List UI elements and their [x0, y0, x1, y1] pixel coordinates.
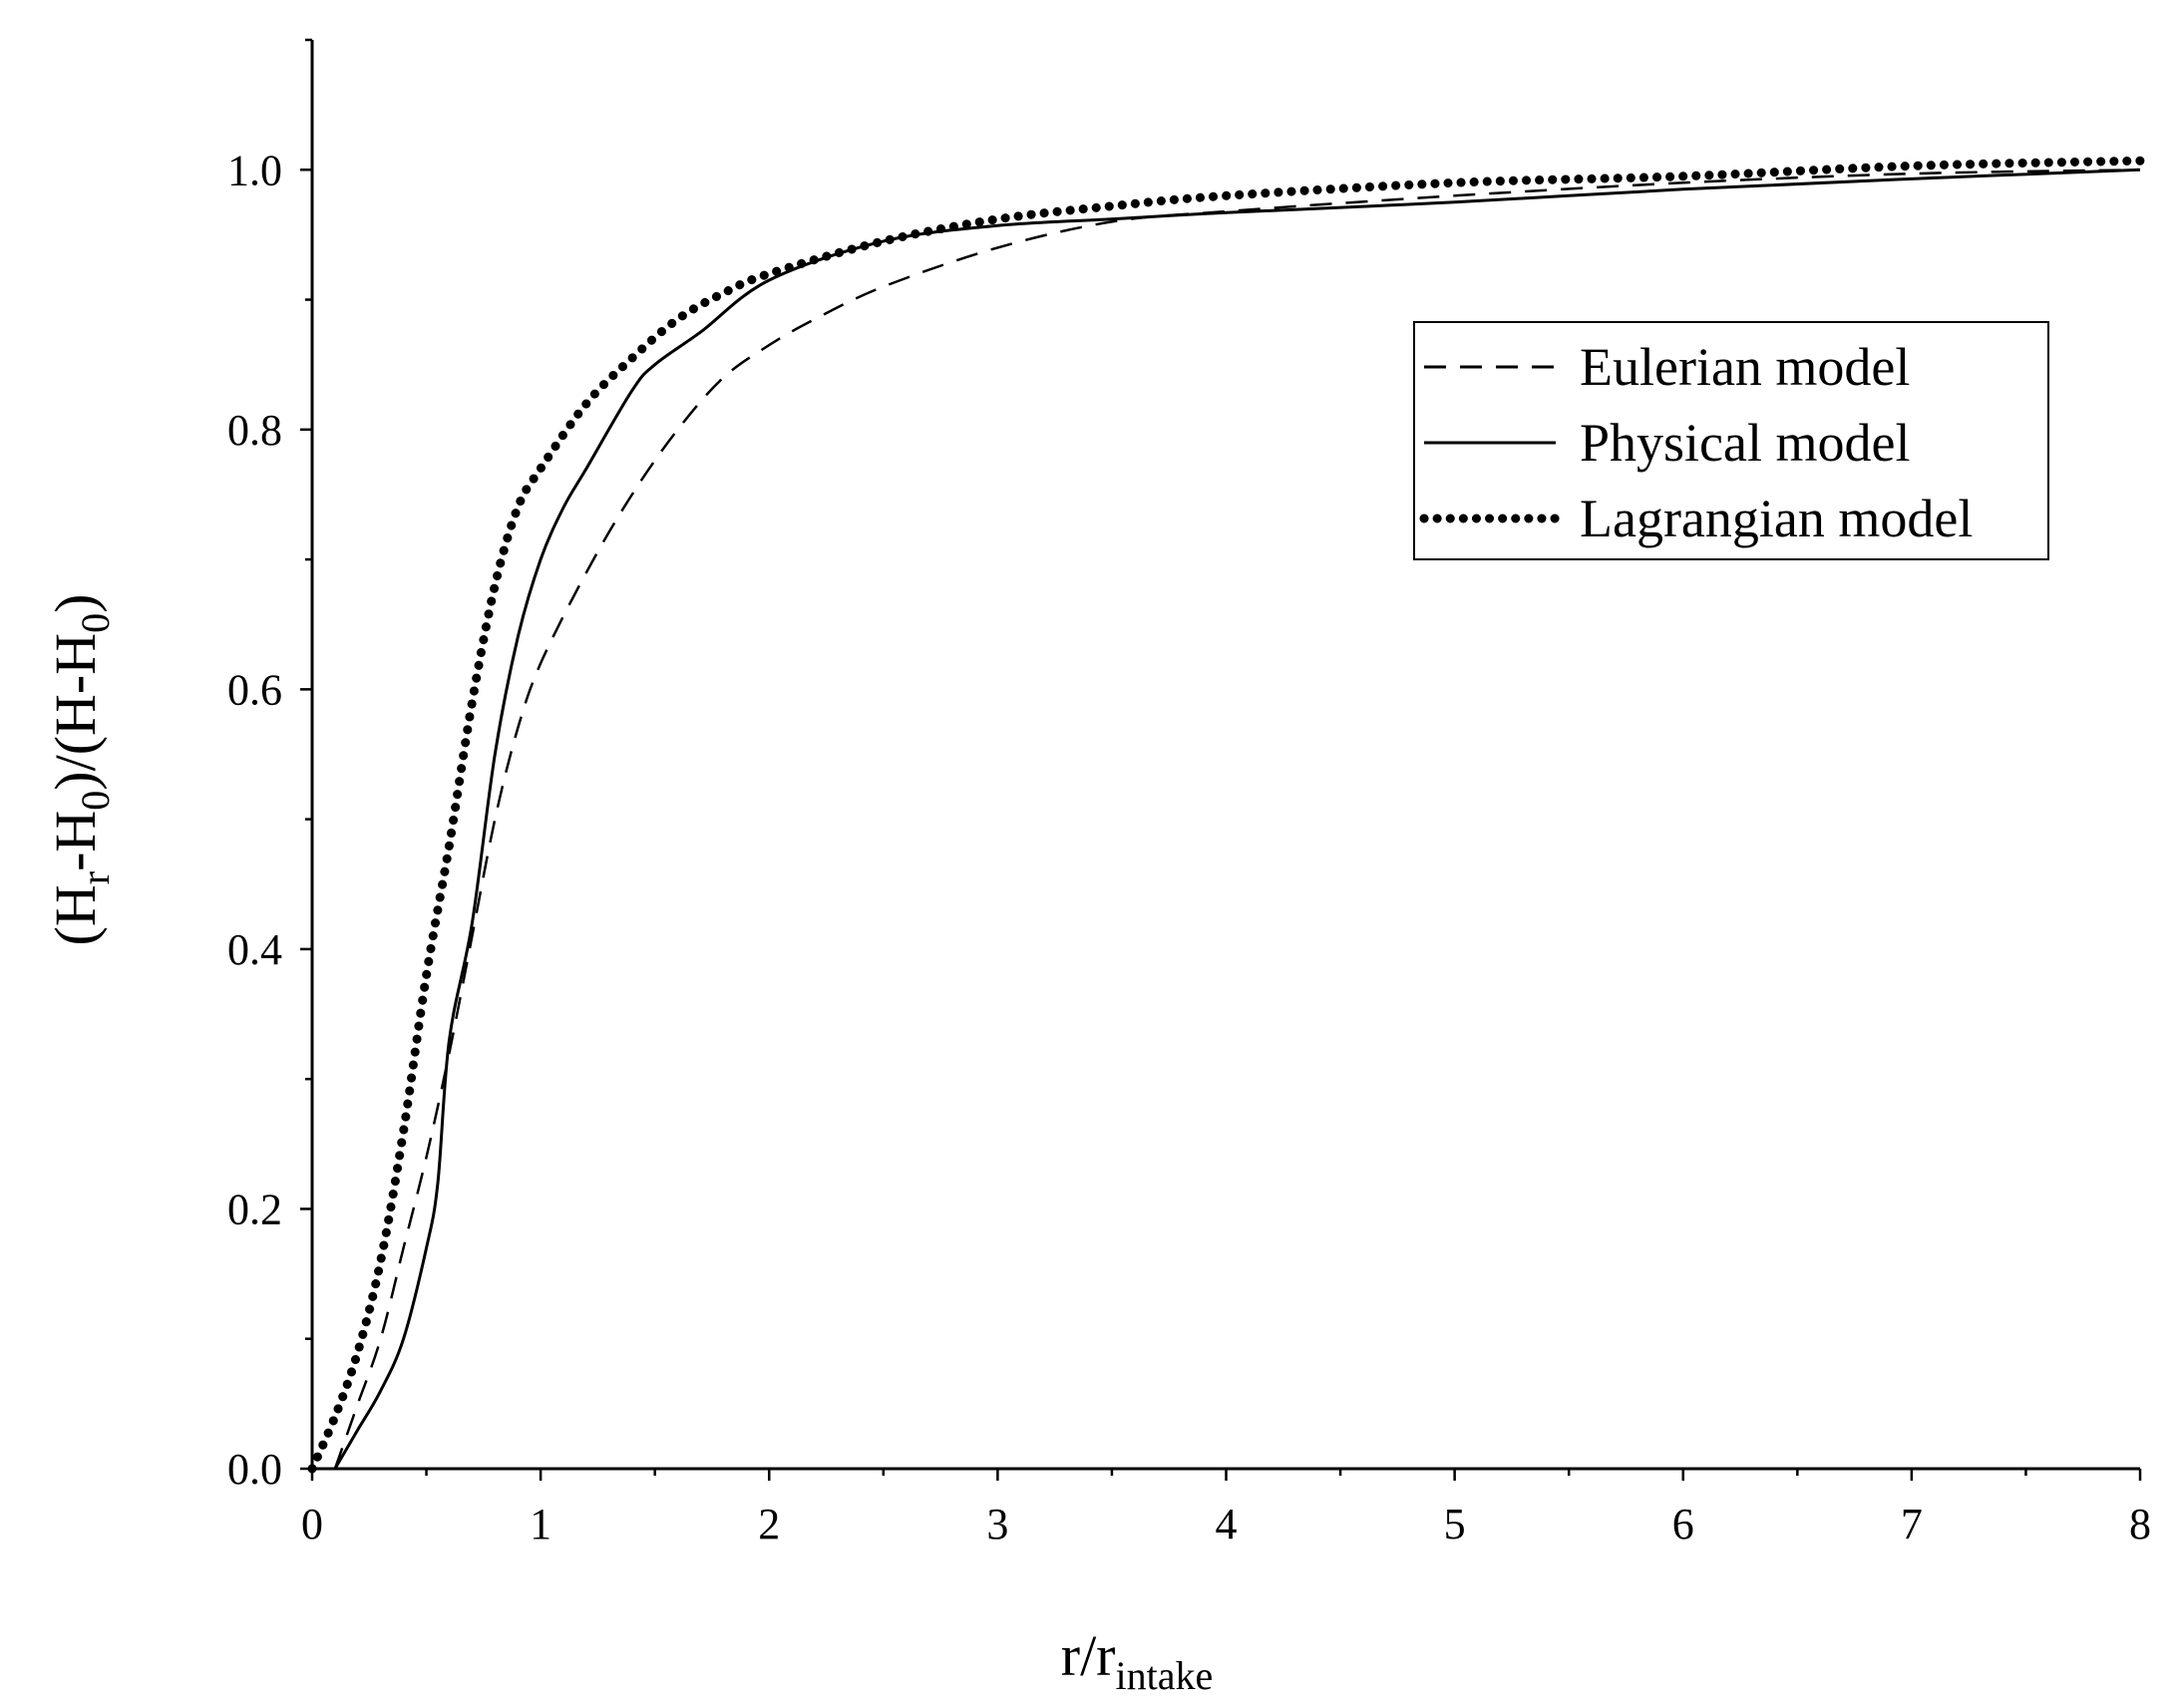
series-line-dotted — [307, 156, 2145, 1474]
legend-label-lagrangian: Lagrangian model — [1580, 489, 1973, 548]
legend-label-physical: Physical model — [1580, 413, 1910, 473]
tick-layer: 0 1 2 3 4 5 6 7 8 0.0 0.2 0.4 0.6 0.8 1.0 — [227, 38, 2151, 1548]
y-axis-title-part-1: (H — [43, 884, 108, 945]
y-axis-title: (Hr-H0)/(H-H0) — [43, 594, 118, 946]
x-axis-title-main: r/r — [1061, 1623, 1116, 1688]
y-tick-label: 1.0 — [227, 146, 282, 194]
series-layer — [307, 156, 2145, 1474]
y-axis-title-part-2: -H — [43, 811, 108, 871]
y-tick-label: 0.0 — [227, 1445, 282, 1494]
y-axis-title-part-4: ) — [43, 594, 108, 613]
x-tick-label: 3 — [986, 1500, 1008, 1548]
y-tick-label: 0.6 — [227, 665, 282, 714]
x-tick-label: 6 — [1672, 1500, 1694, 1548]
y-axis-title-part-3: )/(H-H — [43, 633, 108, 791]
x-tick-label: 1 — [530, 1500, 551, 1548]
series-line-solid — [333, 168, 2141, 1470]
legend: Eulerian model Physical model Lagrangian… — [1413, 321, 2049, 560]
x-axis-title: r/rintake — [1061, 1623, 1213, 1698]
x-tick-label: 8 — [2129, 1500, 2151, 1548]
legend-label-eulerian: Eulerian model — [1580, 337, 1910, 397]
x-axis-title-subscript: intake — [1116, 1653, 1214, 1698]
y-axis-title-sub-1: r — [73, 871, 118, 884]
series-line-dashed — [333, 169, 2141, 1470]
x-tick-label: 2 — [758, 1500, 780, 1548]
x-tick-label: 0 — [301, 1500, 323, 1548]
x-tick-label: 5 — [1444, 1500, 1466, 1548]
x-tick-label: 4 — [1216, 1500, 1238, 1548]
y-axis-title-sub-3: 0 — [73, 613, 118, 633]
x-tick-label: 7 — [1901, 1500, 1923, 1548]
y-tick-label: 0.2 — [227, 1185, 282, 1233]
y-tick-label: 0.8 — [227, 406, 282, 455]
y-axis-title-sub-2: 0 — [73, 791, 118, 811]
y-tick-label: 0.4 — [227, 925, 282, 974]
